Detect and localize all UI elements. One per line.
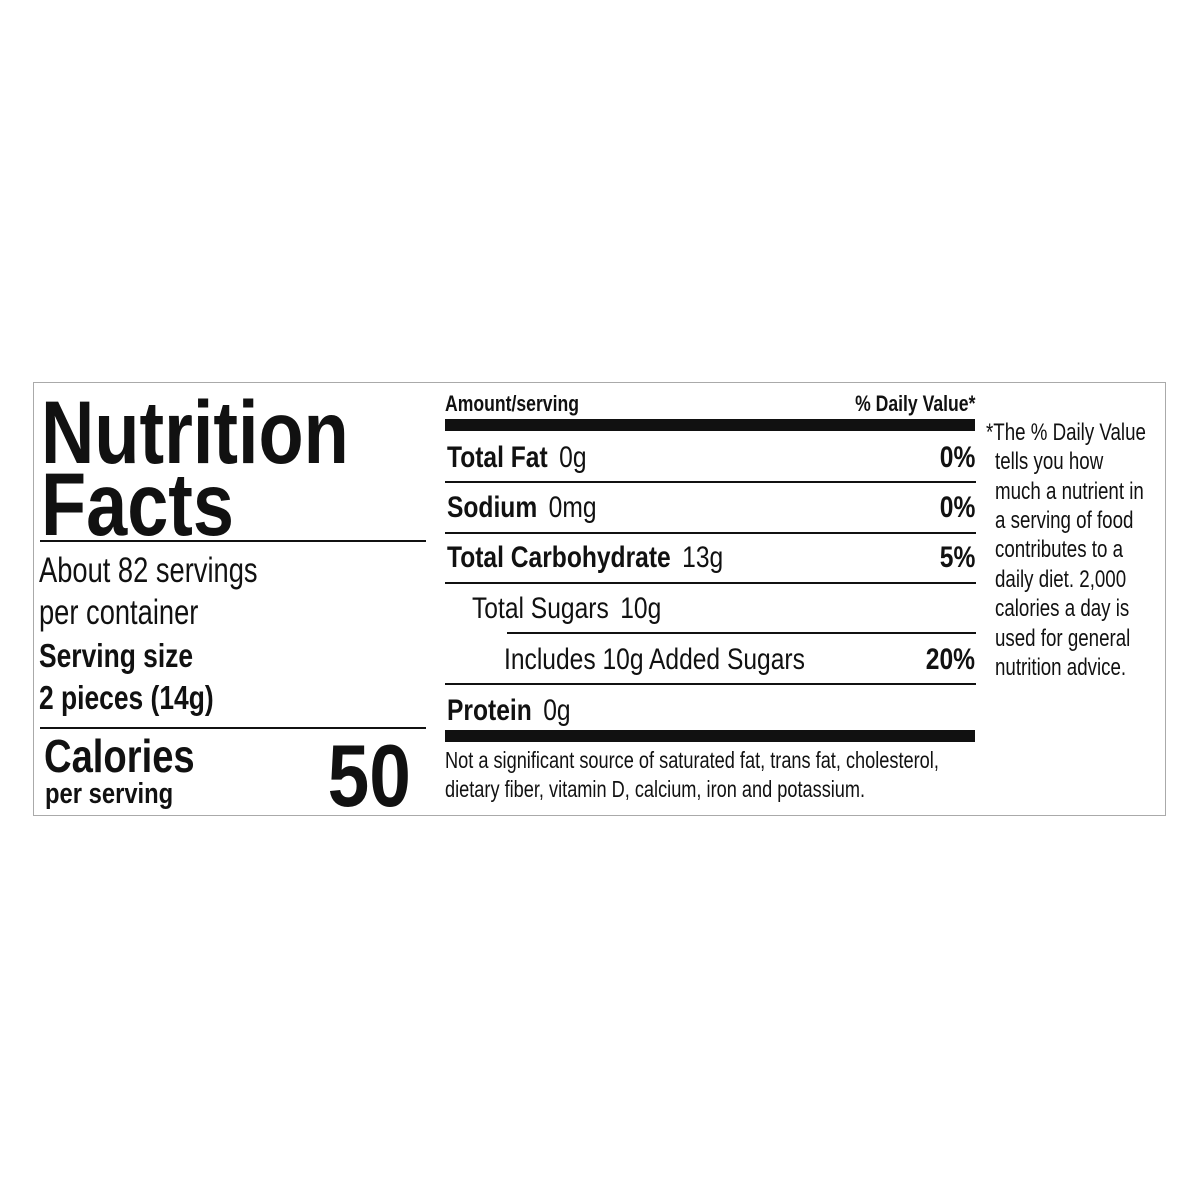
nutrient-amount: 0g	[543, 694, 571, 727]
nutrient-amount: 0g	[559, 441, 587, 474]
nutrient-row-total-fat: Total Fat 0g	[447, 443, 587, 473]
daily-value-header: % Daily Value*	[854, 391, 975, 416]
serving-size-label: Serving size	[39, 637, 194, 674]
thick-divider	[445, 419, 975, 431]
footnote-line: nutrition advice.	[995, 654, 1127, 681]
nutrient-row-sodium: Sodium 0mg	[447, 493, 597, 523]
nutrient-dv: 0%	[939, 491, 975, 524]
footnote-line: used for general	[995, 625, 1131, 652]
divider	[445, 532, 976, 534]
title-facts: Facts	[41, 454, 234, 554]
calories-per-serving: per serving	[45, 778, 174, 810]
footnote-line: a serving of food	[995, 507, 1134, 534]
nutrient-name: Sodium	[447, 491, 538, 524]
nutrient-amount: 0mg	[548, 491, 597, 524]
servings-per-container-2: per container	[39, 593, 199, 632]
footnote-line: daily diet. 2,000	[995, 566, 1127, 593]
nutrient-name: Total Sugars	[472, 592, 609, 625]
divider	[445, 481, 976, 483]
divider	[40, 540, 426, 542]
not-significant-note-2: dietary fiber, vitamin D, calcium, iron …	[445, 776, 866, 802]
nutrient-dv: 20%	[925, 643, 975, 676]
footnote-line: calories a day is	[995, 595, 1130, 622]
nutrient-name: Protein	[447, 694, 532, 727]
divider	[40, 727, 426, 729]
divider	[445, 683, 976, 685]
divider	[507, 632, 976, 634]
footnote-line: *The % Daily Value	[986, 419, 1146, 446]
nutrient-dv: 5%	[939, 541, 975, 574]
amount-per-serving-header: Amount/serving	[445, 391, 579, 416]
servings-per-container: About 82 servings	[39, 551, 258, 590]
footnote-line: much a nutrient in	[995, 478, 1144, 505]
nutrient-row-protein: Protein 0g	[447, 696, 571, 726]
nutrient-amount: 10g	[620, 592, 662, 625]
calories-label: Calories	[44, 730, 195, 782]
footnote-line: tells you how	[995, 448, 1104, 475]
nutrient-row-added-sugars: Includes 10g Added Sugars	[504, 643, 805, 676]
calories-value: 50	[327, 726, 411, 825]
nutrient-dv: 0%	[939, 441, 975, 474]
thick-divider	[445, 730, 975, 742]
nutrient-name: Total Fat	[447, 441, 548, 474]
divider	[445, 582, 976, 584]
serving-size-value: 2 pieces (14g)	[39, 679, 214, 716]
not-significant-note: Not a significant source of saturated fa…	[445, 747, 939, 773]
nutrient-name: Total Carbohydrate	[447, 541, 671, 574]
nutrient-amount: 13g	[682, 541, 724, 574]
nutrient-row-total-carbohydrate: Total Carbohydrate 13g	[447, 543, 723, 573]
nutrition-facts-panel	[33, 382, 1166, 816]
nutrient-row-total-sugars: Total Sugars 10g	[472, 594, 661, 624]
title-nutrition: Nutrition	[41, 382, 349, 482]
footnote-line: contributes to a	[995, 536, 1124, 563]
